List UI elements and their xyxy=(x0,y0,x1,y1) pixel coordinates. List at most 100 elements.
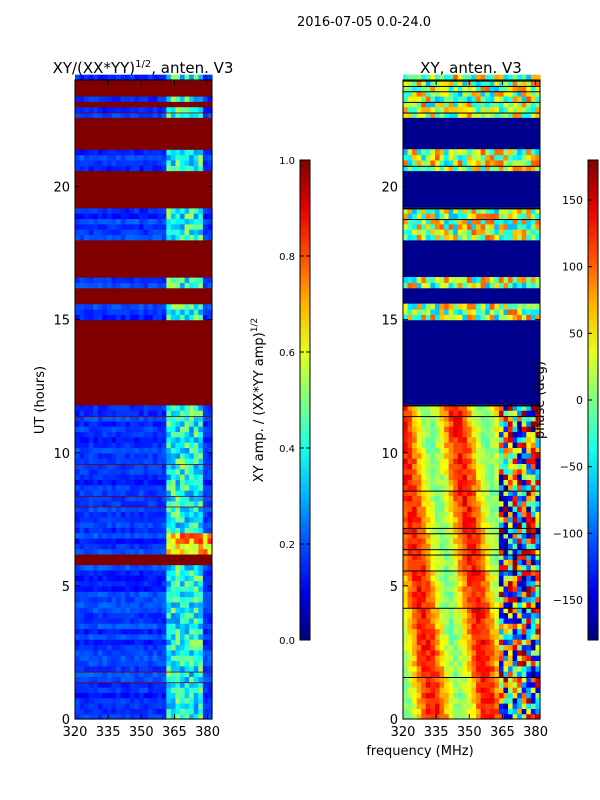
left-heatmap-cell xyxy=(184,543,190,550)
right-heatmap-cell xyxy=(521,596,527,603)
right-heatmap-cell xyxy=(466,207,473,214)
left-heatmap-cell xyxy=(207,479,213,486)
left-heatmap-cell xyxy=(75,660,81,667)
left-heatmap-cell xyxy=(129,516,135,523)
right-heatmap-cell xyxy=(508,506,514,512)
right-heatmap-cell xyxy=(535,458,541,464)
left-heatmap-cell xyxy=(138,569,145,576)
right-heatmap-cell xyxy=(480,474,486,480)
right-heatmap-cell xyxy=(457,452,463,459)
left-heatmap-cell xyxy=(157,479,163,486)
left-heatmap-cell xyxy=(148,569,154,576)
left-heatmap-cell xyxy=(120,527,126,534)
right-heatmap-cell xyxy=(416,277,422,283)
right-heatmap-cell xyxy=(430,532,436,539)
right-heatmap-cell xyxy=(430,676,436,683)
left-heatmap-cell xyxy=(202,468,209,475)
right-heatmap-cell xyxy=(421,506,427,512)
right-heatmap-cell xyxy=(476,575,482,582)
right-heatmap-cell xyxy=(407,314,413,321)
left-heatmap-cell xyxy=(184,277,190,283)
right-heatmap-cell xyxy=(526,580,532,587)
right-heatmap-cell xyxy=(403,548,409,555)
right-heatmap-cell xyxy=(453,85,459,92)
left-heatmap-cell xyxy=(111,521,117,528)
right-heatmap-cell xyxy=(462,447,468,454)
left-heatmap-cell xyxy=(143,282,149,289)
right-heatmap-cell xyxy=(471,420,477,427)
left-heatmap-cell xyxy=(166,282,172,289)
left-heatmap-cell xyxy=(175,601,181,608)
right-heatmap-cell xyxy=(466,442,473,449)
right-heatmap-cell xyxy=(421,687,427,693)
right-heatmap-cell xyxy=(444,591,450,598)
left-heatmap-cell xyxy=(84,617,90,624)
left-heatmap-cell xyxy=(202,404,209,411)
right-heatmap-cell xyxy=(517,559,523,566)
right-heatmap-cell xyxy=(457,633,463,640)
left-heatmap-cell xyxy=(129,95,135,102)
right-heatmap-cell xyxy=(508,660,514,667)
left-heatmap-cell xyxy=(134,106,140,113)
left-heatmap-cell xyxy=(84,495,90,502)
left-heatmap-cell xyxy=(120,639,126,646)
left-heatmap-cell xyxy=(106,601,113,608)
right-heatmap-cell xyxy=(457,559,463,566)
right-heatmap-cell xyxy=(448,564,454,571)
left-heatmap-cell xyxy=(97,569,103,576)
right-heatmap-cell xyxy=(480,671,486,677)
left-heatmap-cell xyxy=(102,623,108,630)
right-heatmap-cell xyxy=(412,447,418,454)
left-heatmap-cell xyxy=(102,234,108,241)
left-heatmap-cell xyxy=(93,223,99,230)
y-tick-label: 15 xyxy=(53,314,70,329)
right-heatmap-cell xyxy=(489,479,495,486)
right-heatmap-cell xyxy=(503,479,509,486)
right-heatmap-cell xyxy=(535,95,541,102)
right-heatmap-cell xyxy=(498,479,505,486)
left-heatmap-cell xyxy=(180,500,186,507)
left-heatmap-cell xyxy=(143,415,149,422)
saturated-row xyxy=(75,378,212,385)
right-heatmap-cell xyxy=(485,655,491,662)
left-heatmap-cell xyxy=(170,569,177,576)
right-heatmap-cell xyxy=(439,596,445,603)
right-heatmap-cell xyxy=(425,80,431,86)
right-heatmap-cell xyxy=(434,303,441,310)
right-heatmap-cell xyxy=(457,426,463,433)
left-heatmap-cell xyxy=(116,223,122,230)
right-heatmap-cell xyxy=(430,639,436,646)
right-heatmap-cell xyxy=(412,165,418,172)
left-heatmap-cell xyxy=(125,644,131,651)
right-heatmap-cell xyxy=(530,612,537,619)
right-heatmap-cell xyxy=(526,101,532,108)
left-heatmap-cell xyxy=(79,452,85,459)
right-heatmap-cell xyxy=(407,218,413,225)
right-heatmap-cell xyxy=(494,591,500,598)
left-heatmap-cell xyxy=(106,607,113,614)
right-heatmap-cell xyxy=(407,612,413,619)
right-heatmap-cell xyxy=(444,585,450,592)
left-heatmap-cell xyxy=(111,282,117,289)
left-heatmap-cell xyxy=(198,607,204,614)
left-heatmap-cell xyxy=(152,532,158,539)
left-heatmap-cell xyxy=(75,506,81,512)
right-heatmap-cell xyxy=(517,580,523,587)
saturated-row xyxy=(75,399,212,406)
left-heatmap-cell xyxy=(198,713,204,720)
right-heatmap-cell xyxy=(425,154,431,161)
left-heatmap-cell xyxy=(84,580,90,587)
right-heatmap-cell xyxy=(535,463,541,470)
right-heatmap-cell xyxy=(453,548,459,555)
right-heatmap-cell xyxy=(430,111,436,118)
right-heatmap-cell xyxy=(407,692,413,699)
right-heatmap-cell xyxy=(434,537,441,544)
left-heatmap-cell xyxy=(102,697,108,704)
right-heatmap-cell xyxy=(471,607,477,614)
right-heatmap-cell xyxy=(403,95,409,102)
left-heatmap-cell xyxy=(202,431,209,438)
right-heatmap-cell xyxy=(439,282,445,289)
left-heatmap-cell xyxy=(148,596,154,603)
left-heatmap-cell xyxy=(152,687,158,693)
left-heatmap-cell xyxy=(143,410,149,417)
